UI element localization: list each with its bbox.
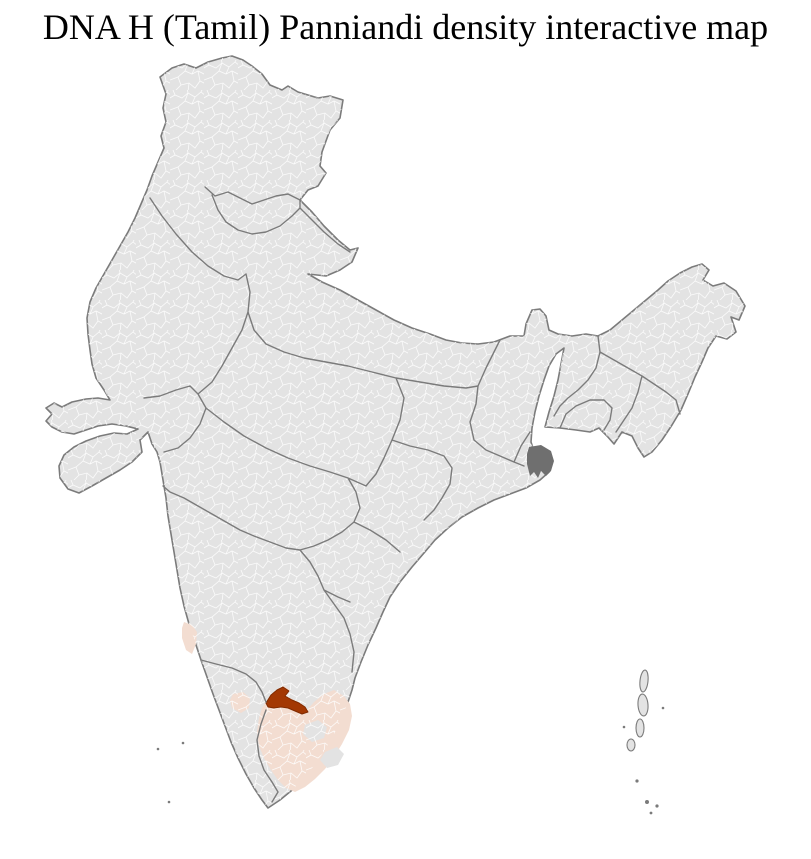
- state-borders: [143, 186, 681, 803]
- islet[interactable]: [661, 706, 665, 710]
- islet[interactable]: [649, 811, 653, 815]
- district-region-high-density[interactable]: [265, 686, 309, 715]
- andaman-nicobar-islands[interactable]: [622, 669, 665, 815]
- islet[interactable]: [635, 779, 639, 783]
- islet[interactable]: [655, 804, 659, 808]
- island[interactable]: [637, 693, 649, 717]
- sundarbans-delta-shading: [527, 445, 554, 478]
- page-title: DNA H (Tamil) Panniandi density interact…: [42, 7, 769, 47]
- islet[interactable]: [156, 747, 160, 751]
- lakshadweep-islands[interactable]: [156, 741, 185, 804]
- island[interactable]: [635, 718, 645, 738]
- islet[interactable]: [622, 725, 626, 729]
- islet[interactable]: [181, 741, 185, 745]
- island[interactable]: [626, 738, 636, 752]
- islet[interactable]: [167, 800, 171, 804]
- island[interactable]: [639, 669, 649, 693]
- islet[interactable]: [645, 800, 649, 804]
